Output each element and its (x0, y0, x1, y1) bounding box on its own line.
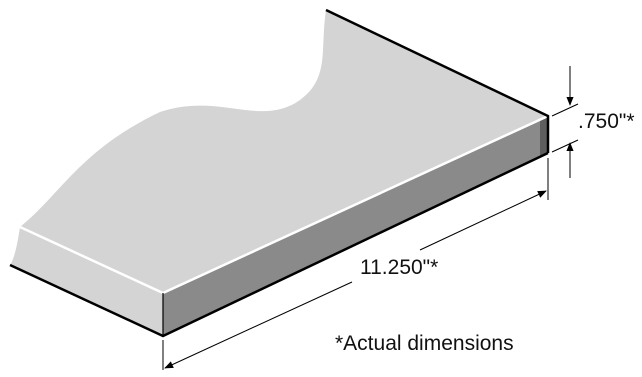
footnote: *Actual dimensions (335, 332, 514, 355)
board-front-face (10, 227, 163, 336)
board-side-face (163, 116, 548, 336)
thickness-extension-top (551, 103, 579, 117)
back-edge-outline (325, 8, 550, 153)
thickness-label: .750"* (578, 110, 635, 133)
thickness-extension-bottom (551, 139, 579, 153)
length-label: 11.250"* (360, 256, 438, 279)
length-arrow-left (164, 281, 353, 369)
board-end-face (540, 116, 548, 157)
board-top-face (20, 10, 548, 293)
length-arrow-right (419, 190, 547, 251)
